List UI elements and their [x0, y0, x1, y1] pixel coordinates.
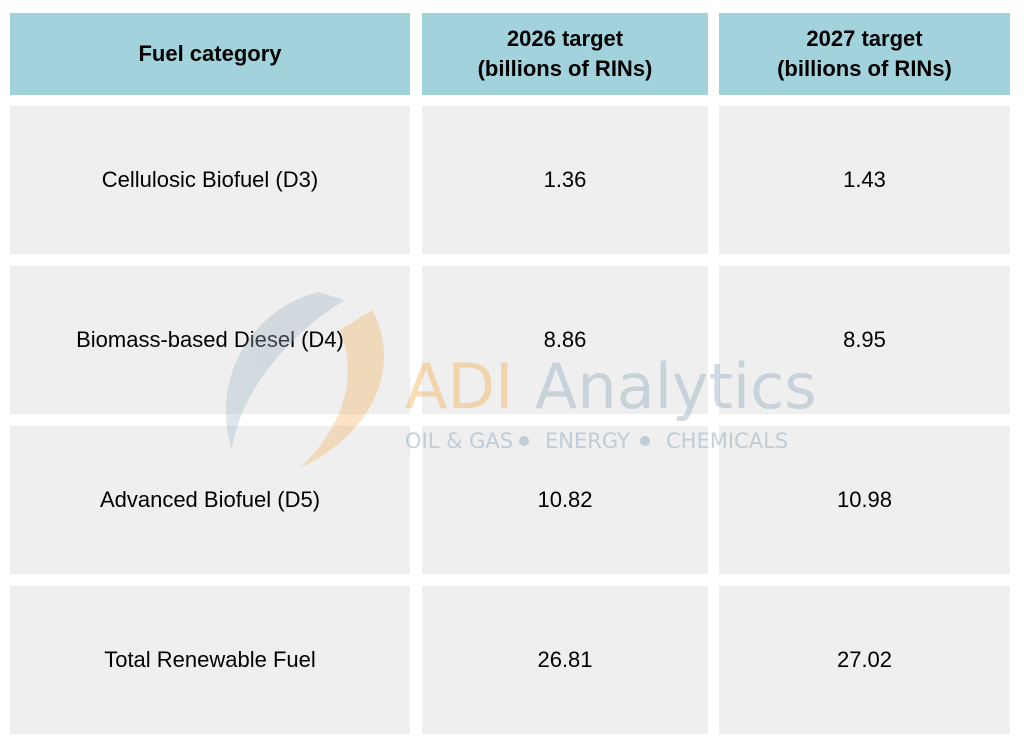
value-cell: 27.02 — [719, 586, 1010, 734]
value-cell: 1.43 — [719, 106, 1010, 254]
row-label: Total Renewable Fuel — [10, 586, 410, 734]
value-cell: 26.81 — [422, 586, 708, 734]
header-cell: 2027 target (billions of RINs) — [719, 13, 1010, 95]
header-cell: 2026 target (billions of RINs) — [422, 13, 708, 95]
row-label: Biomass-based Diesel (D4) — [10, 266, 410, 414]
value-cell: 10.82 — [422, 426, 708, 574]
value-cell: 1.36 — [422, 106, 708, 254]
value-cell: 8.86 — [422, 266, 708, 414]
row-label: Cellulosic Biofuel (D3) — [10, 106, 410, 254]
header-cell: Fuel category — [10, 13, 410, 95]
value-cell: 10.98 — [719, 426, 1010, 574]
value-cell: 8.95 — [719, 266, 1010, 414]
row-label: Advanced Biofuel (D5) — [10, 426, 410, 574]
